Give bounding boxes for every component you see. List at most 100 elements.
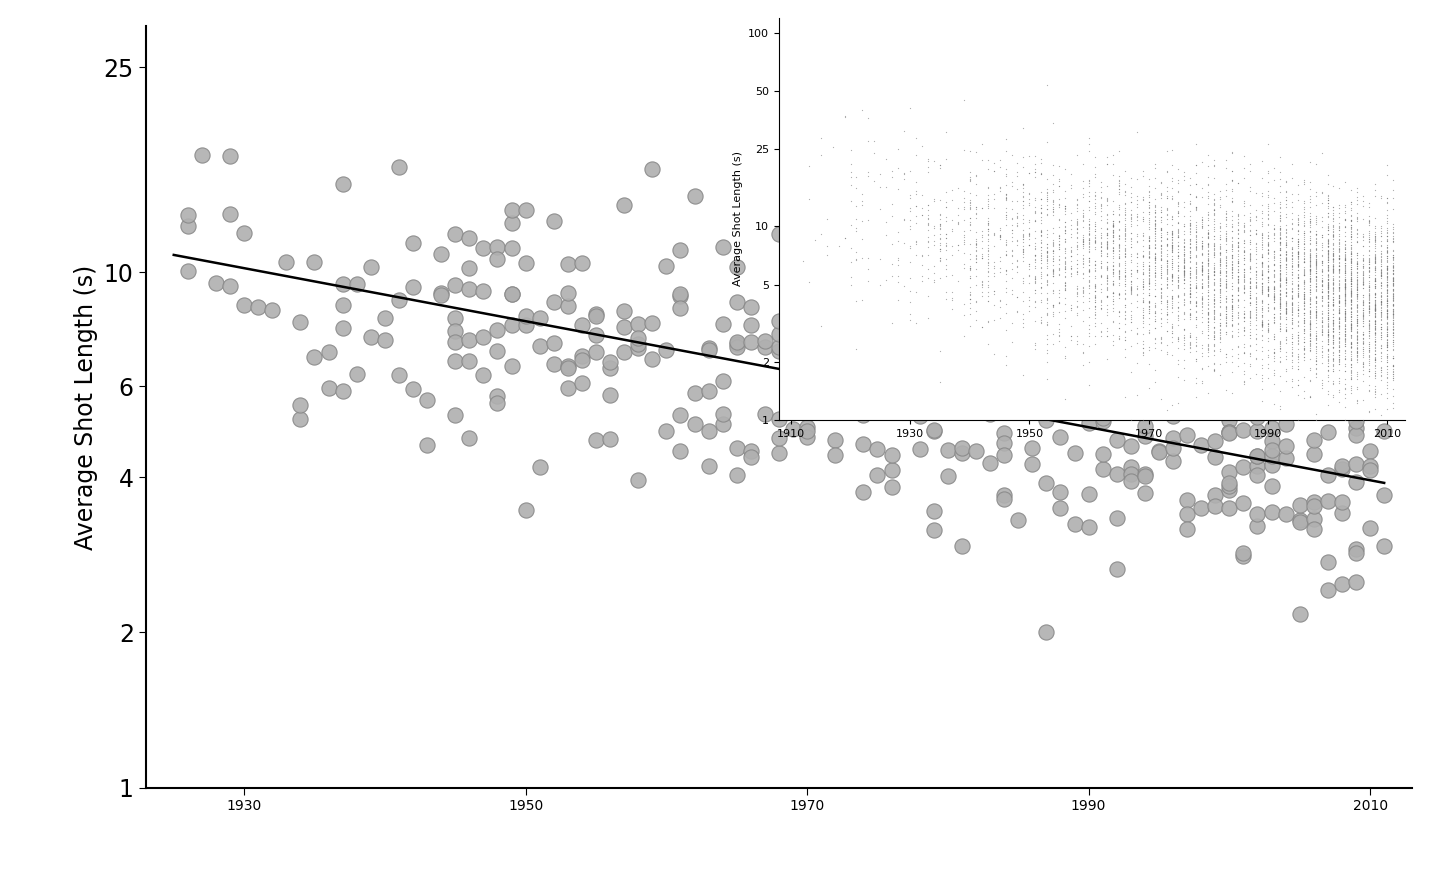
Point bbox=[1203, 264, 1226, 278]
Point bbox=[1262, 274, 1286, 288]
Point bbox=[1185, 200, 1208, 214]
Point bbox=[1351, 359, 1374, 373]
Point bbox=[1274, 294, 1297, 308]
Point bbox=[1370, 320, 1393, 334]
Point bbox=[1351, 342, 1374, 356]
Point bbox=[1357, 214, 1380, 228]
Point bbox=[935, 236, 958, 250]
Point bbox=[1155, 237, 1178, 251]
Point bbox=[1291, 306, 1315, 320]
Point bbox=[1297, 262, 1321, 276]
Point bbox=[1340, 262, 1363, 276]
Point bbox=[1274, 250, 1297, 264]
Point bbox=[1340, 214, 1363, 228]
Point bbox=[1155, 262, 1178, 276]
Point bbox=[1357, 348, 1380, 362]
Point bbox=[946, 238, 970, 252]
Point bbox=[1089, 255, 1112, 270]
Point bbox=[1072, 267, 1095, 281]
Point bbox=[1114, 220, 1137, 234]
Point bbox=[1274, 304, 1297, 318]
Point bbox=[1351, 319, 1374, 333]
Point bbox=[1018, 238, 1041, 252]
Point bbox=[1160, 255, 1184, 270]
Point bbox=[1179, 262, 1203, 276]
Point bbox=[1286, 286, 1309, 300]
Point bbox=[1047, 192, 1070, 206]
Point bbox=[1280, 342, 1303, 356]
Point bbox=[1208, 317, 1232, 331]
Point bbox=[1245, 186, 1268, 200]
Point bbox=[1125, 263, 1149, 277]
Point bbox=[898, 241, 922, 255]
Point bbox=[1291, 247, 1315, 261]
Point bbox=[1316, 206, 1340, 220]
Point bbox=[1172, 273, 1195, 287]
Point bbox=[941, 285, 964, 299]
Point bbox=[317, 381, 341, 395]
Point bbox=[1251, 255, 1274, 270]
Point bbox=[1280, 212, 1303, 226]
Point bbox=[1226, 288, 1249, 302]
Point bbox=[1179, 194, 1203, 208]
Point bbox=[1340, 372, 1363, 386]
Point bbox=[1370, 229, 1393, 243]
Point bbox=[1149, 241, 1172, 255]
Point bbox=[1268, 222, 1291, 236]
Point bbox=[1328, 318, 1351, 332]
Point bbox=[1340, 214, 1363, 228]
Point bbox=[1340, 316, 1363, 330]
Point bbox=[1089, 325, 1112, 339]
Point bbox=[1018, 238, 1041, 252]
Point bbox=[1316, 272, 1340, 286]
Point bbox=[1095, 255, 1118, 270]
Point bbox=[1364, 274, 1388, 288]
Point bbox=[1322, 286, 1345, 300]
Point bbox=[1143, 205, 1166, 219]
Point bbox=[1185, 270, 1208, 284]
Point bbox=[1066, 254, 1089, 268]
Point bbox=[499, 287, 523, 301]
Point bbox=[1179, 278, 1203, 292]
Point bbox=[1066, 279, 1089, 293]
Point bbox=[1041, 263, 1064, 277]
Point bbox=[1357, 209, 1380, 223]
Point bbox=[1382, 276, 1405, 290]
Point bbox=[1035, 372, 1059, 386]
Point bbox=[1107, 287, 1130, 301]
Point bbox=[1328, 314, 1351, 328]
Point bbox=[1310, 242, 1334, 256]
Point bbox=[1334, 260, 1357, 274]
Point bbox=[1305, 297, 1328, 311]
Point bbox=[1351, 261, 1374, 275]
Point bbox=[850, 293, 874, 307]
Point bbox=[1172, 287, 1195, 301]
Point bbox=[1274, 248, 1297, 262]
Point bbox=[1364, 298, 1388, 311]
Point bbox=[1286, 302, 1309, 316]
Point bbox=[1340, 252, 1363, 266]
Point bbox=[1328, 277, 1351, 291]
Point bbox=[1340, 318, 1363, 332]
Point bbox=[1226, 292, 1249, 306]
Point bbox=[1382, 358, 1405, 372]
Point bbox=[486, 396, 510, 410]
Point bbox=[1286, 326, 1309, 340]
Point bbox=[1334, 238, 1357, 252]
Point bbox=[1077, 251, 1101, 265]
Point bbox=[1035, 202, 1059, 216]
Point bbox=[1305, 185, 1328, 199]
Point bbox=[1322, 252, 1345, 266]
Point bbox=[1340, 364, 1363, 378]
Point bbox=[1364, 255, 1388, 270]
Point bbox=[1274, 302, 1297, 316]
Point bbox=[1316, 248, 1340, 262]
Point bbox=[1382, 292, 1405, 306]
Point bbox=[1072, 233, 1095, 247]
Point bbox=[1245, 275, 1268, 289]
Point bbox=[1286, 211, 1309, 225]
Point bbox=[1160, 319, 1184, 333]
Point bbox=[1137, 213, 1160, 227]
Point bbox=[1226, 222, 1249, 236]
Point bbox=[1274, 330, 1297, 344]
